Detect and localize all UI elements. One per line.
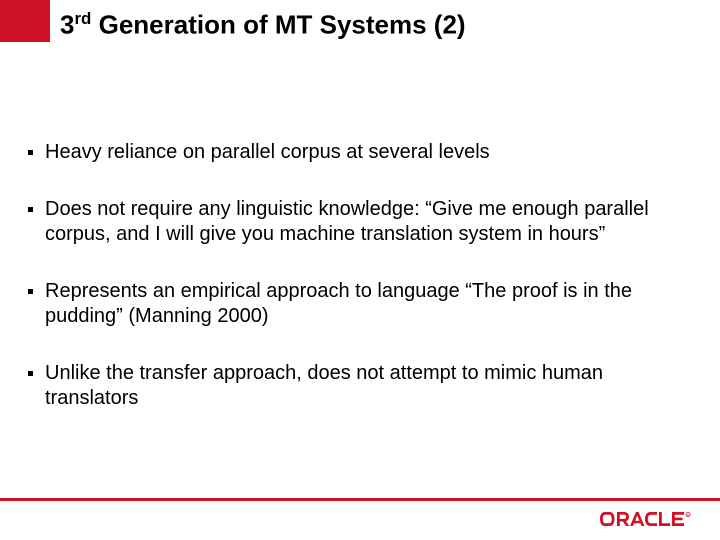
- bullet-text: Does not require any linguistic knowledg…: [45, 197, 690, 247]
- bullet-icon: [28, 289, 33, 294]
- title-rest: Generation of MT Systems (2): [91, 10, 465, 40]
- list-item: Represents an empirical approach to lang…: [28, 279, 690, 329]
- list-item: Heavy reliance on parallel corpus at sev…: [28, 140, 690, 165]
- footer-accent-line: [0, 498, 720, 501]
- oracle-logo-icon: R: [600, 512, 700, 526]
- slide-content: Heavy reliance on parallel corpus at sev…: [28, 140, 690, 443]
- accent-block: [0, 0, 50, 42]
- bullet-text: Unlike the transfer approach, does not a…: [45, 361, 690, 411]
- list-item: Does not require any linguistic knowledg…: [28, 197, 690, 247]
- slide-title: 3rd Generation of MT Systems (2): [60, 10, 700, 39]
- bullet-icon: [28, 371, 33, 376]
- slide-title-wrap: 3rd Generation of MT Systems (2): [60, 10, 700, 39]
- title-superscript: rd: [74, 9, 91, 28]
- bullet-icon: [28, 207, 33, 212]
- title-prefix: 3: [60, 10, 74, 40]
- bullet-text: Represents an empirical approach to lang…: [45, 279, 690, 329]
- footer-bar: R: [0, 498, 720, 540]
- bullet-icon: [28, 150, 33, 155]
- bullet-text: Heavy reliance on parallel corpus at sev…: [45, 140, 490, 165]
- list-item: Unlike the transfer approach, does not a…: [28, 361, 690, 411]
